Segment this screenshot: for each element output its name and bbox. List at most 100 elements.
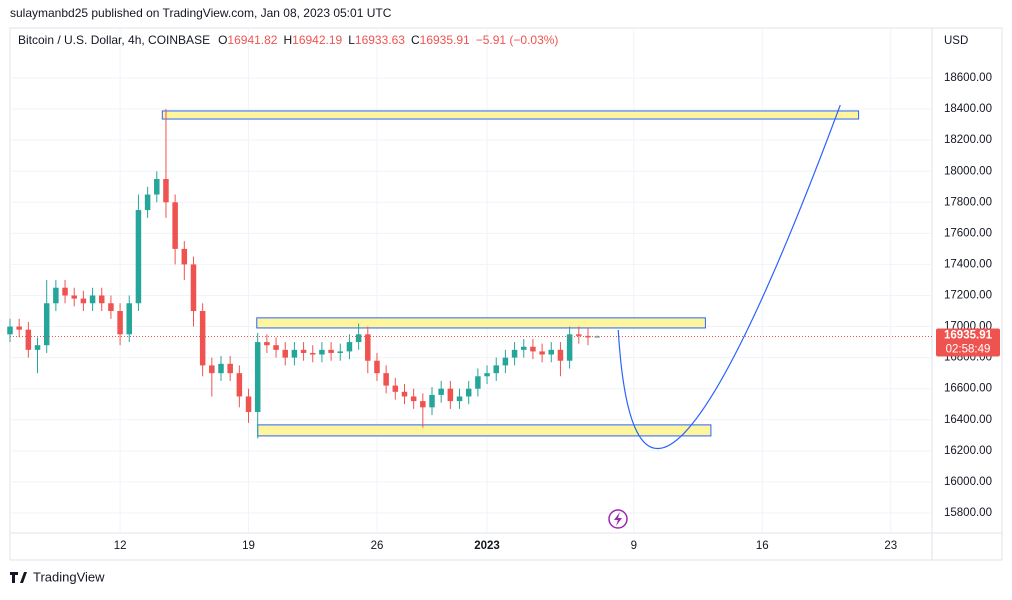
candle-body bbox=[374, 360, 380, 374]
ohlc-value: 16942.19 bbox=[292, 33, 342, 47]
legend: Bitcoin / U.S. Dollar, 4h, COINBASE O1694… bbox=[18, 33, 558, 47]
event-bolt bbox=[614, 512, 622, 526]
ohlc-label: H bbox=[283, 33, 292, 47]
y-tick-label: 16000.00 bbox=[944, 476, 992, 488]
candle-body bbox=[576, 334, 582, 336]
candle-body bbox=[163, 178, 169, 203]
candle-body bbox=[126, 303, 133, 335]
candle-body bbox=[447, 388, 454, 402]
x-tick-label: 19 bbox=[242, 540, 255, 552]
candle-body bbox=[227, 363, 233, 374]
y-tick-label: 17800.00 bbox=[944, 196, 992, 208]
candle-body bbox=[190, 264, 197, 312]
candles bbox=[7, 109, 600, 439]
candle-body bbox=[365, 334, 371, 361]
x-tick-label: 12 bbox=[114, 540, 127, 552]
candle-body bbox=[410, 396, 417, 402]
candle-body bbox=[282, 349, 288, 358]
zone-rectangle bbox=[256, 317, 706, 329]
candle-body bbox=[520, 346, 527, 350]
candle-body bbox=[383, 373, 389, 386]
candle-body bbox=[328, 349, 334, 353]
candle-body bbox=[291, 349, 298, 358]
candle-body bbox=[465, 388, 472, 397]
y-tick-label: 16200.00 bbox=[944, 445, 992, 457]
countdown: 02:58:49 bbox=[946, 344, 991, 356]
event-icon[interactable] bbox=[608, 509, 628, 529]
publisher: sulaymanbd25 published on TradingView.co… bbox=[10, 6, 392, 20]
ohlc-label: L bbox=[348, 33, 355, 47]
ohlc-value: 16935.91 bbox=[420, 33, 470, 47]
y-tick-label: 18600.00 bbox=[944, 72, 992, 84]
candle-body bbox=[429, 394, 435, 408]
candle-body bbox=[62, 287, 68, 296]
candle-body bbox=[337, 351, 344, 353]
candle-body bbox=[346, 342, 353, 352]
candle-body bbox=[7, 326, 13, 335]
brand: TradingView bbox=[33, 569, 105, 584]
candle-body bbox=[199, 311, 206, 366]
candle-body bbox=[245, 396, 252, 412]
grid bbox=[10, 28, 932, 533]
candle-body bbox=[43, 303, 50, 346]
y-tick-label: 17200.00 bbox=[944, 290, 992, 302]
candle-body bbox=[218, 363, 224, 374]
candle-body bbox=[117, 311, 123, 335]
y-tick-label: 17400.00 bbox=[944, 258, 992, 270]
candle-body bbox=[493, 365, 499, 374]
candle-body bbox=[475, 376, 481, 389]
candle-body bbox=[594, 336, 600, 338]
candle-body bbox=[80, 298, 87, 304]
y-tick-label: 18400.00 bbox=[944, 103, 992, 115]
drawings bbox=[161, 104, 860, 450]
y-tick-label: 18200.00 bbox=[944, 134, 992, 146]
candle-body bbox=[135, 210, 142, 304]
candle-body bbox=[144, 194, 151, 211]
candle-body bbox=[585, 335, 591, 338]
candle-body bbox=[89, 295, 96, 304]
candle-body bbox=[264, 342, 270, 346]
candle-body bbox=[309, 352, 316, 355]
candle-body bbox=[420, 401, 426, 408]
ohlc-label: O bbox=[218, 33, 227, 47]
logo bbox=[10, 572, 27, 583]
y-tick-label: 16600.00 bbox=[944, 383, 992, 395]
candle-body bbox=[548, 349, 555, 355]
y-tick-label: 15800.00 bbox=[944, 507, 992, 519]
y-tick-label: 18000.00 bbox=[944, 165, 992, 177]
candle-body bbox=[539, 351, 545, 355]
candle-body bbox=[530, 346, 536, 352]
candle-body bbox=[154, 178, 160, 195]
x-tick-label: 9 bbox=[631, 540, 637, 552]
symbol: Bitcoin / U.S. Dollar, 4h, COINBASE bbox=[18, 33, 210, 47]
y-tick-label: 16400.00 bbox=[944, 414, 992, 426]
ohlc-label: C bbox=[411, 33, 420, 47]
candle-body bbox=[98, 295, 105, 304]
zone-rectangle bbox=[257, 424, 712, 437]
x-tick-label: 26 bbox=[371, 540, 384, 552]
candle-body bbox=[502, 357, 509, 366]
x-tick-label: 2023 bbox=[474, 540, 500, 552]
candle-body bbox=[71, 295, 77, 299]
candle-body bbox=[254, 342, 261, 412]
candle-body bbox=[172, 202, 178, 249]
projection-curve bbox=[617, 104, 841, 450]
candle-body bbox=[53, 287, 59, 304]
candle-body bbox=[438, 388, 444, 395]
candle-body bbox=[355, 334, 362, 343]
candle-body bbox=[392, 385, 399, 392]
candle-body bbox=[209, 365, 215, 374]
candle-body bbox=[273, 345, 279, 350]
candle-body bbox=[557, 349, 564, 361]
candle-body bbox=[16, 326, 22, 330]
candle-body bbox=[566, 334, 573, 361]
currency: USD bbox=[944, 35, 968, 47]
candle-body bbox=[511, 349, 518, 358]
candle-body bbox=[236, 373, 243, 397]
ohlc-value: 16941.82 bbox=[227, 33, 277, 47]
last-price-label: 16935.91 bbox=[944, 330, 993, 342]
chart-frame bbox=[9, 27, 1003, 561]
y-tick-label: 17600.00 bbox=[944, 227, 992, 239]
